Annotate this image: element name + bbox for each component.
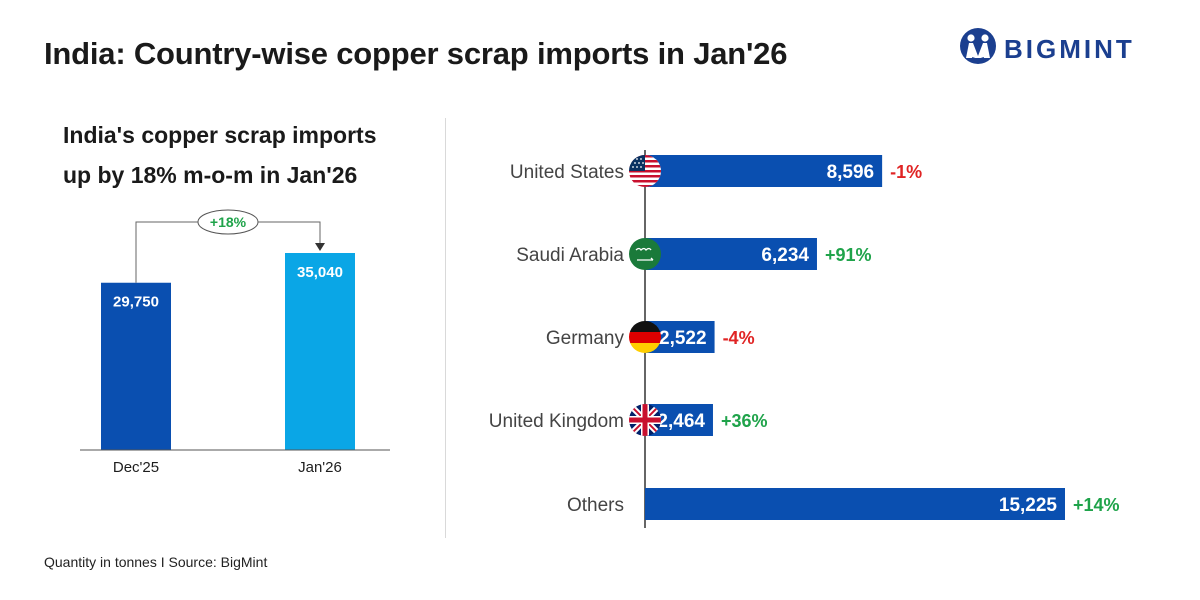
bar-value-label: 29,750 <box>113 294 159 311</box>
change-label: -1% <box>890 162 922 182</box>
germany-flag-icon <box>629 321 661 353</box>
category-label: Germany <box>546 328 625 349</box>
change-label: +91% <box>825 245 872 265</box>
bar-value-label: 8,596 <box>827 162 875 183</box>
change-label: -4% <box>723 328 755 348</box>
bigmint-logo-icon <box>960 28 996 64</box>
bar-Others <box>645 488 1065 520</box>
subtitle-line: India's copper scrap imports <box>63 122 377 148</box>
bar-value-label: 15,225 <box>999 495 1058 516</box>
change-label: +14% <box>1073 495 1120 515</box>
subtitle-line: up by 18% m-o-m in Jan'26 <box>63 162 358 188</box>
category-label: Saudi Arabia <box>516 245 624 266</box>
change-label: +36% <box>721 411 768 431</box>
uk-flag-icon <box>629 404 661 436</box>
chart-divider <box>445 118 446 538</box>
country-flags <box>629 155 661 436</box>
bar-value-label: 35,040 <box>297 264 343 281</box>
connector-arrowhead <box>315 243 325 251</box>
bar-value-label: 2,464 <box>657 411 705 432</box>
x-tick-label: Dec'25 <box>113 459 159 476</box>
saudi-flag-icon <box>629 238 661 270</box>
bar-value-label: 6,234 <box>761 245 809 266</box>
change-badge <box>197 209 259 235</box>
bar-value-label: 2,522 <box>659 328 707 349</box>
bigmint-logo: BIGMINT <box>958 26 1158 66</box>
bar-Saudi Arabia <box>645 238 817 270</box>
footer-source: Quantity in tonnes I Source: BigMint <box>44 554 268 570</box>
bar-United States <box>645 155 883 187</box>
right-bar-chart: 8,596 -1% United States 6,234 +91% Saudi Arab… <box>489 150 1120 528</box>
bar-Jan'26 <box>285 253 355 450</box>
left-chart-subtitle: India's copper scrap imports up by 18% m… <box>63 115 423 195</box>
page-title: India: Country-wise copper scrap imports… <box>44 36 788 71</box>
logo-text: BIGMINT <box>1004 34 1135 64</box>
category-label: Others <box>567 495 624 516</box>
bar-Dec'25 <box>101 282 171 450</box>
change-badge-label: +18% <box>210 214 247 230</box>
category-label: United Kingdom <box>489 411 624 432</box>
left-bar-chart: 29,750 Dec'25 35,040 Jan'26 +18% <box>80 209 390 476</box>
category-label: United States <box>510 162 624 183</box>
x-tick-label: Jan'26 <box>298 459 342 476</box>
